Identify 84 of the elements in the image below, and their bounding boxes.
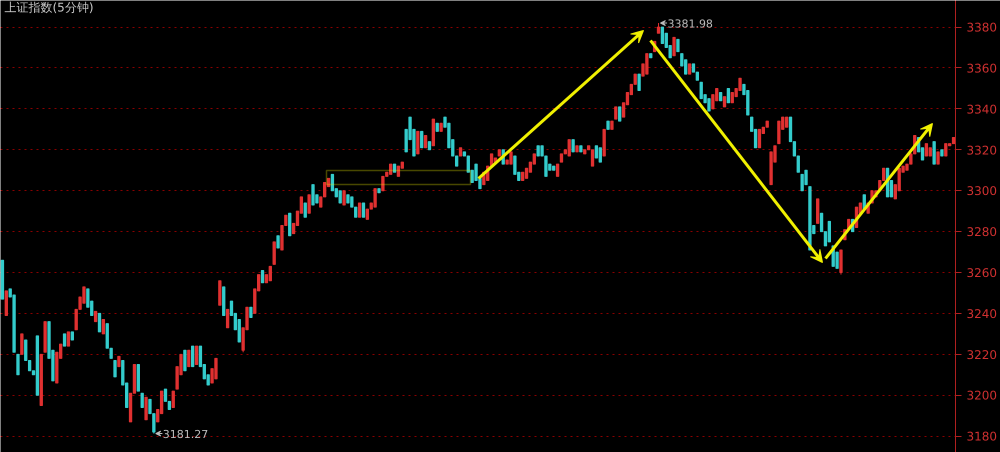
- candlestick: [932, 141, 936, 165]
- candlestick: [102, 319, 106, 334]
- candlestick: [373, 188, 377, 208]
- candlestick: [416, 130, 420, 154]
- annotation: 3181.27: [162, 428, 208, 442]
- candlestick: [268, 266, 272, 282]
- candlestick: [924, 143, 928, 156]
- candlestick: [276, 235, 280, 248]
- candlestick: [420, 130, 424, 148]
- candlestick: [784, 116, 788, 128]
- candlestick: [172, 390, 175, 408]
- candlestick: [571, 139, 575, 152]
- candlestick: [249, 306, 253, 318]
- candlestick: [645, 53, 649, 75]
- candlestick: [839, 250, 843, 276]
- candlestick: [936, 151, 940, 165]
- candlestick: [362, 202, 366, 218]
- candlestick: [117, 356, 121, 368]
- y-tick-label: 3380: [966, 20, 998, 35]
- candlestick: [614, 106, 618, 120]
- candlestick: [618, 106, 622, 122]
- candlestick: [62, 333, 66, 347]
- candlestick: [590, 149, 594, 167]
- candlestick: [98, 312, 102, 332]
- candlestick: [191, 346, 194, 368]
- y-tick-label: 3360: [966, 61, 998, 76]
- candlestick: [556, 164, 560, 177]
- y-tick-label: 3280: [966, 225, 998, 240]
- candlestick: [272, 241, 276, 265]
- candlestick: [113, 360, 117, 378]
- candlestick: [194, 346, 198, 366]
- y-tick-label: 3180: [966, 430, 998, 444]
- candlestick: [594, 145, 598, 158]
- candlestick: [187, 350, 190, 368]
- candlestick: [144, 396, 148, 420]
- candlestick: [66, 331, 70, 347]
- candlestick: [730, 92, 734, 104]
- candlestick: [94, 310, 98, 322]
- candlestick: [16, 354, 20, 376]
- candlestick: [509, 151, 513, 165]
- candlestick: [598, 147, 602, 163]
- candlestick: [381, 176, 385, 192]
- candlestick: [800, 174, 804, 192]
- candlestick: [20, 333, 24, 355]
- candlestick: [637, 74, 641, 91]
- candlestick: [777, 120, 781, 144]
- candlestick: [676, 38, 680, 52]
- y-tick-label: 3260: [966, 266, 998, 280]
- candlestick: [944, 143, 948, 156]
- candlestick: [358, 202, 362, 218]
- candlestick: [536, 145, 540, 156]
- candlestick: [311, 184, 315, 206]
- candlestick: [660, 26, 664, 44]
- y-tick-label: 3320: [966, 143, 998, 158]
- candlestick: [183, 350, 187, 372]
- candlestick: [722, 96, 726, 108]
- candlestick: [307, 194, 311, 214]
- candlestick: [700, 82, 703, 100]
- y-tick-label: 3220: [966, 348, 998, 362]
- candlestick: [288, 212, 292, 236]
- chart-title: 上证指数(5分钟): [4, 0, 94, 14]
- candlestick: [342, 190, 346, 206]
- candlestick: [260, 270, 264, 284]
- candlestick: [338, 190, 342, 204]
- candlestick: [656, 22, 660, 34]
- candlestick: [758, 128, 762, 148]
- candlestick: [672, 36, 676, 56]
- y-tick-label: 3300: [966, 184, 998, 198]
- candlestick: [140, 392, 144, 408]
- candlestick: [396, 166, 400, 177]
- y-tick-label: 3240: [966, 306, 998, 321]
- candlestick: [726, 88, 730, 104]
- candlestick: [568, 139, 571, 156]
- candlestick: [688, 63, 692, 75]
- candlestick: [707, 98, 711, 112]
- candlestick: [388, 164, 392, 175]
- y-tick-label: 3200: [966, 388, 998, 403]
- candlestick: [226, 308, 230, 328]
- candlestick: [304, 202, 307, 218]
- y-tick-label: 3340: [966, 102, 998, 116]
- candlestick: [424, 134, 428, 148]
- candlestick: [828, 220, 831, 242]
- candlestick: [214, 358, 218, 380]
- annotation: 3381.98: [667, 18, 713, 31]
